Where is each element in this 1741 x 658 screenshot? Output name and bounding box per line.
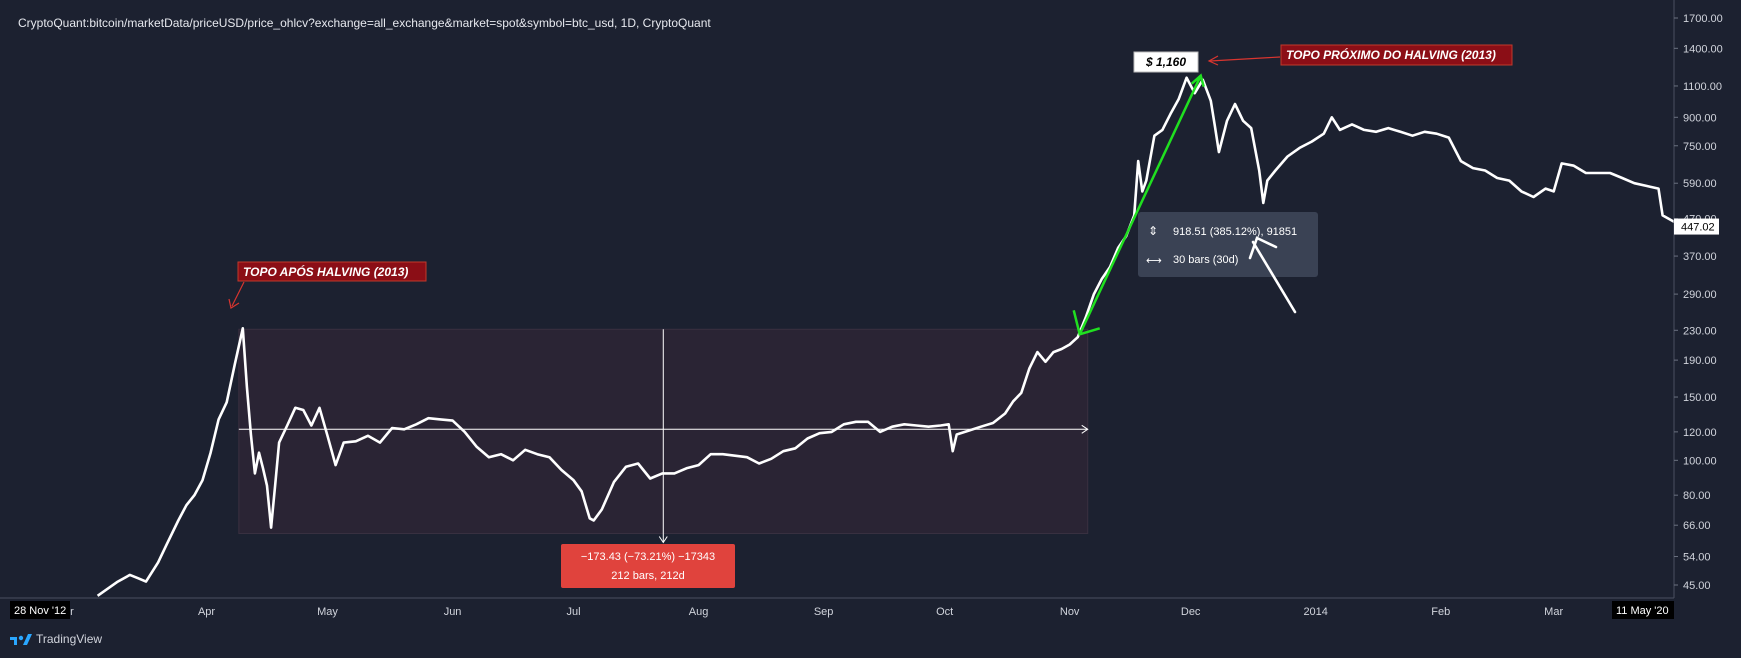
time-tick-label: Sep [814,606,834,618]
start-date-label: 28 Nov '12 [14,605,66,617]
measure-up-start-mark [1072,309,1101,336]
last-price-label: 447.02 [1681,222,1715,234]
price-tick-label: 54.00 [1683,552,1711,564]
vertical-range-icon: ⇕ [1148,224,1158,238]
time-tick-label: Oct [936,606,953,618]
price-tick-label: 80.00 [1683,490,1711,502]
tradingview-logo[interactable]: TradingView [10,632,102,646]
end-date-box [1612,601,1674,619]
measure-down-bars: 212 bars, 212d [611,570,684,582]
start-date-box [10,601,70,619]
price-tick-label: 150.00 [1683,392,1717,404]
measure-down-change: −173.43 (−73.21%) −17343 [581,551,715,563]
price-tick-label: 45.00 [1683,580,1711,592]
measure-up-change: 918.51 (385.12%), 91851 [1173,226,1297,238]
measure-down-box [561,544,735,588]
btc-price-line [96,76,1680,597]
horizontal-range-icon: ⟷ [1146,254,1162,267]
price-tick-label: 750.00 [1683,141,1717,153]
measure-up-box [1138,212,1318,277]
price-tick-label: 1400.00 [1683,43,1723,55]
time-tick-label: 2014 [1303,606,1327,618]
time-tick-label: r [70,606,74,618]
price-tick-label: 370.00 [1683,251,1717,263]
measure-down-arrowhead [658,536,668,544]
measure-up-arrowhead [1190,73,1205,88]
end-date-label: 11 May '20 [1616,605,1669,617]
time-tick-label: Nov [1060,606,1080,618]
time-tick-label: Aug [689,606,709,618]
peak-pointer-head [1207,55,1219,66]
measure-up-line [1078,75,1202,335]
time-tick-label: Mar [1544,606,1563,618]
tradingview-label: TradingView [36,632,103,646]
hand-drawn-arrow [1248,236,1297,314]
price-tick-label: 900.00 [1683,112,1717,124]
peak-label: TOPO PRÓXIMO DO HALVING (2013) [1286,47,1496,62]
measure-right-arrowhead [1081,424,1089,434]
time-tick-label: May [317,606,338,618]
annotation-layer: ⇕ 918.51 (385.12%), 91851 ⟷ 30 bars (30d) TO… [228,44,1513,336]
last-price-box [1674,218,1719,235]
price-tick-label: 100.00 [1683,455,1717,467]
price-tick-label: 66.00 [1683,520,1711,532]
price-line-layer [96,76,1680,597]
tradingview-icon [10,634,32,645]
peak-price-box [1133,51,1199,73]
time-tick-label: Dec [1181,606,1201,618]
halving-top-pointer [231,281,245,307]
price-tick-label: 590.00 [1683,178,1717,190]
halving-top-pointer-head [228,298,240,309]
price-tick-label: 290.00 [1683,289,1717,301]
price-tick-label: 190.00 [1683,355,1717,367]
price-tick-label: 230.00 [1683,325,1717,337]
peak-label-box [1280,44,1513,66]
chart-title: CryptoQuant:bitcoin/marketData/priceUSD/… [18,16,711,30]
measure-up-bars: 30 bars (30d) [1173,254,1238,266]
halving-top-label: TOPO APÓS HALVING (2013) [243,264,408,279]
price-tick-label: 1100.00 [1683,81,1722,93]
measure-range-layer: −173.43 (−73.21%) −17343 212 bars, 212d [238,328,1089,588]
price-tick-label: 1700.00 [1683,13,1723,25]
halving-top-label-box [237,261,427,282]
axis-layer: 1700.00 1400.00 1100.00 900.00 750.00 590.00 4… [0,0,1723,619]
time-tick-label: Apr [198,606,215,618]
price-tick-label: 120.00 [1683,427,1717,439]
peak-pointer [1209,56,1281,62]
time-tick-label: Feb [1431,606,1450,618]
time-tick-label: Jul [567,606,581,618]
time-tick-label: Jun [444,606,462,618]
peak-price-label: $ 1,160 [1145,55,1186,69]
